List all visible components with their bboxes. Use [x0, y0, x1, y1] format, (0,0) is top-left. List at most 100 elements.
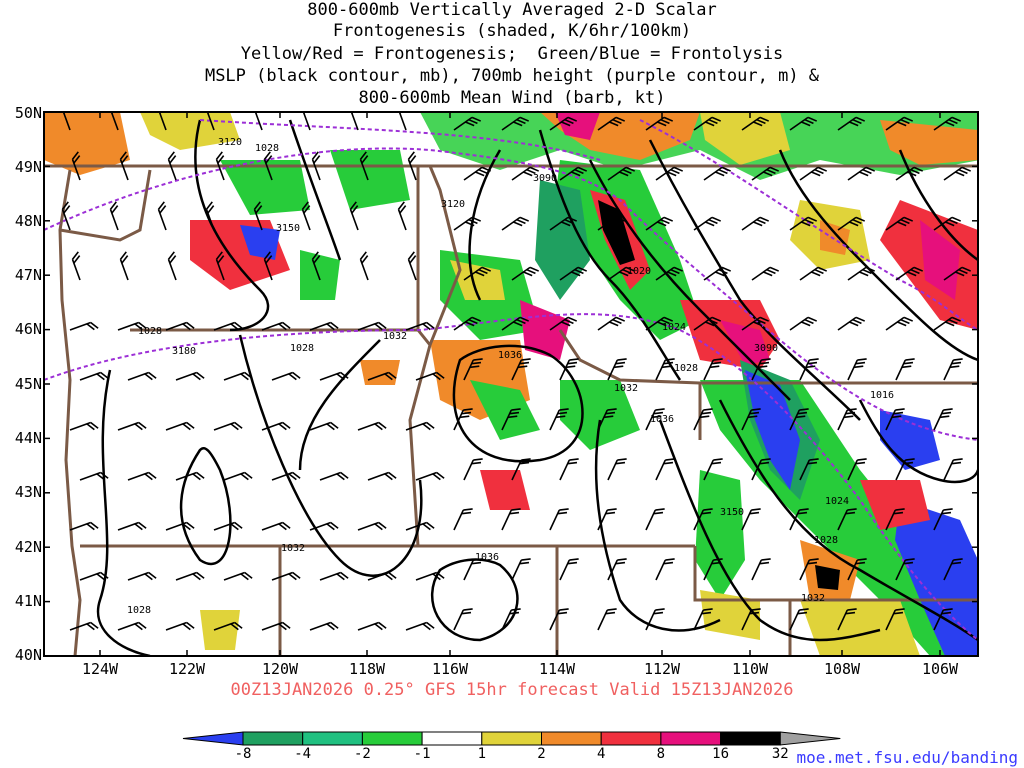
wind-barb [309, 421, 339, 431]
wind-barb [301, 201, 311, 231]
wind-barb [799, 558, 819, 581]
wind-barb [559, 558, 579, 581]
lon-label: 122W [168, 660, 206, 678]
wind-barb [463, 166, 492, 181]
lat-label: 40N [14, 646, 42, 664]
height-label: 3120 [441, 199, 465, 210]
wind-barb [837, 608, 857, 631]
wind-barb [741, 608, 761, 631]
title-line-2: Frontogenesis (shaded, K/6hr/100km) [332, 21, 692, 41]
wind-barb [175, 371, 205, 381]
wind-barb [789, 216, 818, 231]
wind-barb [119, 151, 129, 181]
wind-barb [165, 321, 195, 331]
mslp-label: 1028 [138, 326, 162, 337]
frontogenesis-shading [44, 112, 978, 656]
wind-barb [607, 458, 627, 481]
wind-barb [157, 201, 167, 231]
wind-barb [885, 508, 905, 531]
mslp-contours [96, 119, 978, 656]
wind-barb [357, 521, 387, 531]
wind-barb [109, 201, 119, 231]
wind-barb [597, 508, 617, 531]
wind-barb [367, 371, 397, 381]
wind-barb [79, 571, 109, 581]
wind-barb [261, 421, 291, 431]
wind-barbs [61, 112, 972, 631]
wind-barb [415, 371, 445, 381]
wind-barb [693, 116, 722, 131]
wind-barb [933, 608, 953, 631]
wind-barb [895, 358, 915, 381]
wind-barb [655, 458, 675, 481]
wind-barb [349, 201, 359, 231]
wind-barb [127, 371, 157, 381]
wind-barb [261, 621, 291, 631]
lat-label: 48N [14, 212, 42, 230]
wind-barb [167, 251, 177, 281]
wind-barb [741, 316, 770, 331]
lat-label: 50N [14, 104, 42, 122]
wind-barb [549, 508, 569, 531]
mslp-label: 1036 [498, 350, 522, 361]
wind-barb [263, 151, 273, 181]
lat-label: 41N [14, 592, 42, 610]
wind-barb [789, 608, 809, 631]
wind-barb [71, 251, 81, 281]
wind-barb [253, 201, 263, 231]
wind-barb [501, 608, 521, 631]
wind-barb [61, 201, 71, 231]
wind-barb [655, 266, 684, 281]
wind-barb [79, 471, 109, 481]
wind-barb [311, 151, 321, 181]
wind-barb [127, 571, 157, 581]
wind-barb [223, 471, 253, 481]
wind-barb [933, 116, 962, 131]
wind-barb [847, 558, 867, 581]
wind-barb [933, 508, 953, 531]
wind-barb [357, 421, 387, 431]
wind-barb [943, 358, 963, 381]
colorbar-label: 8 [656, 746, 666, 762]
wind-barb [741, 508, 761, 531]
wind-barb [895, 266, 924, 281]
axis-ticks [44, 111, 978, 657]
wind-barb [453, 608, 473, 631]
wind-barb [311, 251, 321, 281]
wind-barb [655, 558, 675, 581]
wind-barb [693, 316, 722, 331]
state-borders [44, 164, 978, 656]
lat-label: 43N [14, 483, 42, 501]
lon-label: 108W [823, 660, 861, 678]
lat-label: 47N [14, 266, 42, 284]
wind-barb [511, 266, 540, 281]
wind-barb [213, 321, 243, 331]
wind-barb [271, 571, 301, 581]
lon-label: 106W [921, 660, 959, 678]
wind-barb [453, 116, 482, 131]
wind-barb [215, 151, 225, 181]
lon-label: 114W [538, 660, 576, 678]
wind-barb [549, 608, 569, 631]
wind-barb [895, 558, 915, 581]
wind-barb [799, 358, 819, 381]
mslp-label: 1032 [614, 383, 638, 394]
wind-barb [165, 521, 195, 531]
wind-barb [597, 408, 617, 431]
wind-barb [799, 266, 828, 281]
wind-barb [655, 358, 675, 381]
wind-barb [789, 116, 818, 131]
wind-barb [799, 458, 819, 481]
wind-barb [79, 371, 109, 381]
wind-barb [213, 521, 243, 531]
wind-barb [117, 321, 147, 331]
wind-barb [119, 251, 129, 281]
wind-barb [703, 358, 723, 381]
wind-barb [751, 266, 780, 281]
colorbar-label: 32 [771, 746, 789, 762]
wind-barb [885, 608, 905, 631]
wind-barb [117, 621, 147, 631]
wind-barb [463, 358, 483, 381]
lon-label: 124W [81, 660, 119, 678]
wind-barb [895, 166, 924, 181]
